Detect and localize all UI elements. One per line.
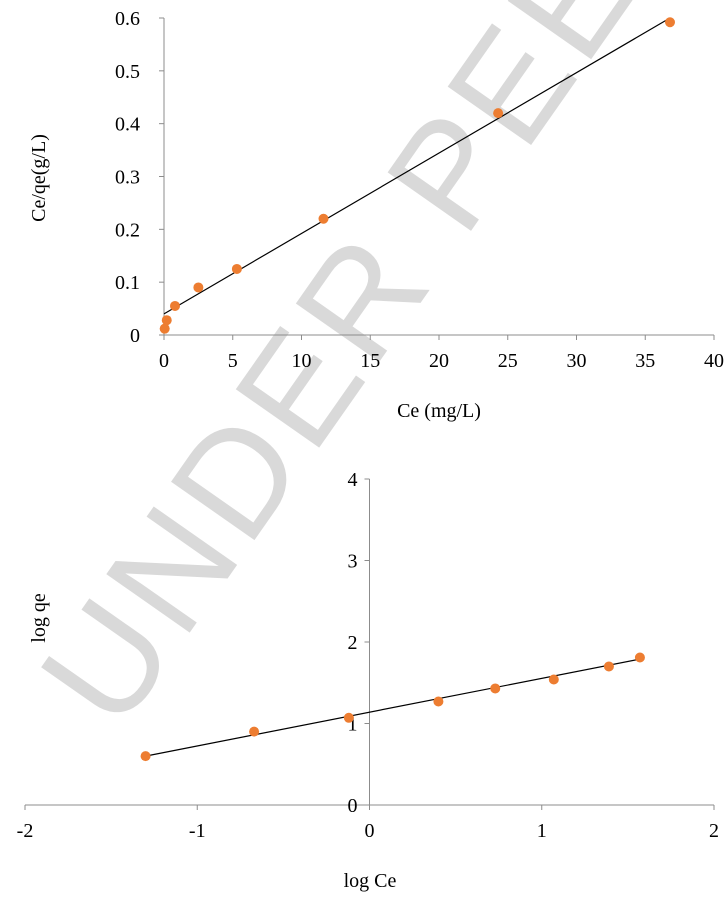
c2-data-point [634,652,645,663]
c1-data-point [318,213,329,224]
c2-x-tick-label: 1 [537,820,547,842]
c2-data-point [433,696,444,707]
c2-data-point [249,726,260,737]
c2-data-point [548,674,559,685]
c1-x-tick-label: 30 [567,350,587,372]
chart2-points [140,652,645,762]
c2-x-tick-label: -2 [17,820,34,842]
c2-y-tick-label: 1 [348,714,358,736]
c1-y-tick-label: 0.3 [115,167,140,189]
c1-data-point [161,315,172,326]
c2-x-tick-label: 0 [365,820,375,842]
chart1-trendline-group [163,17,671,315]
c1-y-tick-label: 0.5 [115,61,140,83]
c1-x-tick-label: 25 [498,350,518,372]
c1-data-point [231,263,242,274]
c2-x-tick-label: -1 [189,820,206,842]
c1-y-tick-label: 0.6 [115,8,140,30]
chart1-x-axis-title: Ce (mg/L) [397,400,481,422]
c2-data-point [490,683,501,694]
c2-data-point [343,712,354,723]
c1-data-point [493,108,504,119]
c1-y-tick-label: 0.1 [115,272,140,294]
chart2-axes: -2 -1 0 1 2 0 1 2 3 4 [17,469,719,842]
c2-data-point [140,751,151,762]
freundlich-chart: log qe log Ce -2 -1 0 1 2 0 1 2 3 4 [17,469,719,892]
c2-y-tick-label: 3 [348,551,358,573]
c2-trendline [145,658,641,757]
c1-x-tick-label: 35 [635,350,655,372]
chart2-x-axis-title: log Ce [344,870,397,892]
c1-x-tick-label: 40 [704,350,724,372]
c1-x-tick-label: 0 [159,350,169,372]
c2-y-tick-label: 0 [348,795,358,817]
c1-y-tick-label: 0.4 [115,114,140,136]
c1-trendline [163,17,671,315]
c1-x-tick-label: 15 [360,350,380,372]
chart2-y-axis-title: log qe [28,593,50,643]
c1-x-tick-label: 10 [292,350,312,372]
c2-y-tick-label: 2 [348,632,358,654]
c2-y-tick-label: 4 [348,469,358,491]
c1-data-point [193,282,204,293]
c1-data-point [170,300,180,311]
c1-x-tick-label: 5 [228,350,238,372]
c1-data-point [665,17,675,28]
chart1-axes: 0 5 10 15 20 25 30 35 40 0 0.1 0.2 0.3 0.4 0.5 0.6 [115,8,724,372]
c2-x-tick-label: 2 [709,820,719,842]
langmuir-chart: Ce/qe(g/L) Ce (mg/L) 0 5 10 15 20 25 30 35 40 0 0.… [28,8,724,422]
c1-data-point [159,323,170,334]
c1-x-tick-label: 20 [429,350,449,372]
chart1-y-axis-title: Ce/qe(g/L) [28,134,50,222]
chart1-points [159,17,675,334]
c1-y-tick-label: 0 [130,325,140,347]
c1-y-tick-label: 0.2 [115,219,140,241]
c2-data-point [603,661,614,672]
chart2-trendline-group [145,658,641,757]
